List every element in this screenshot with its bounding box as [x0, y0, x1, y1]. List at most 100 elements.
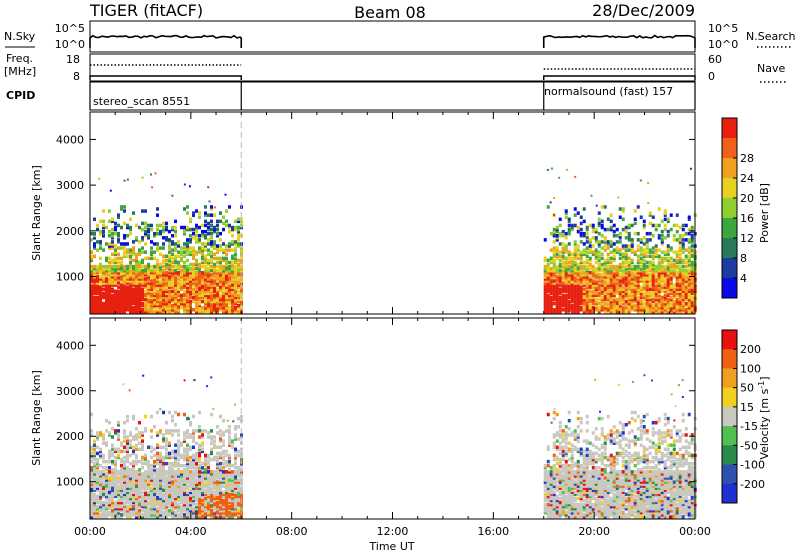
data-cell: [579, 240, 583, 244]
data-cell: [147, 465, 150, 470]
data-cell: [657, 281, 661, 285]
data-cell: [237, 437, 240, 441]
data-cell: [162, 474, 165, 478]
data-cell: [681, 277, 685, 281]
data-cell: [93, 451, 96, 456]
data-cell: [180, 453, 183, 458]
data-cell: [684, 256, 688, 261]
data-cell: [114, 429, 117, 433]
data-cell: [648, 213, 652, 217]
data-cell: [624, 310, 628, 314]
data-cell: [114, 510, 117, 515]
data-cell: [543, 492, 547, 497]
data-cell: [579, 281, 583, 285]
data-cell: [645, 295, 649, 300]
data-cell: [558, 254, 562, 259]
data-cell: [174, 301, 177, 306]
data-cell: [159, 308, 162, 312]
data-cell: [114, 449, 117, 454]
data-cell: [183, 502, 186, 507]
data-cell: [543, 470, 547, 474]
data-cell: [156, 308, 159, 312]
data-cell: [552, 258, 556, 263]
data-cell: [684, 254, 688, 259]
data-cell: [681, 260, 685, 265]
data-cell: [147, 506, 150, 511]
noise-tick-right-low: 10^0: [708, 38, 738, 51]
data-cell: [186, 459, 189, 464]
data-cell: [636, 273, 640, 277]
data-cell: [159, 492, 162, 497]
data-cell: [687, 254, 691, 259]
data-cell: [660, 295, 664, 300]
data-cell: [108, 482, 111, 486]
data-cell: [129, 504, 132, 509]
data-cell: [198, 303, 201, 308]
data-cell: [153, 297, 156, 302]
data-cell: [171, 506, 174, 511]
data-cell: [195, 289, 198, 294]
data-cell: [228, 260, 231, 265]
data-cell: [99, 279, 102, 283]
data-cell: [228, 299, 231, 304]
data-cell: [657, 275, 661, 279]
data-cell: [204, 500, 207, 505]
data-cell: [615, 291, 619, 296]
data-cell: [240, 492, 243, 497]
data-cell: [639, 287, 643, 291]
data-cell: [216, 451, 219, 456]
data-cell: [198, 482, 201, 486]
data-cell: [642, 273, 646, 277]
data-cell: [600, 279, 604, 283]
data-cell: [606, 258, 610, 263]
data-cell: [156, 310, 159, 314]
data-cell: [159, 465, 162, 470]
data-cell: [177, 283, 180, 287]
data-cell: [189, 435, 192, 439]
data-cell: [144, 453, 147, 458]
data-cell: [606, 291, 610, 296]
data-cell: [174, 254, 177, 259]
data-cell: [225, 266, 228, 271]
data-cell: [663, 264, 667, 269]
data-cell: [564, 246, 568, 250]
data-cell: [105, 510, 108, 515]
data-cell: [636, 308, 640, 312]
data-cell: [174, 486, 177, 490]
data-cell: [222, 465, 225, 470]
data-cell: [144, 305, 147, 310]
data-cell: [558, 262, 562, 267]
data-cell: [561, 233, 565, 238]
data-cell: [234, 478, 237, 482]
data-cell: [183, 289, 186, 294]
data-cell: [222, 443, 225, 447]
data-cell: [132, 510, 135, 515]
data-cell: [129, 289, 132, 294]
data-cell: [189, 268, 192, 273]
data-cell: [186, 248, 189, 252]
data-cell: [90, 273, 93, 277]
data-cell: [183, 293, 186, 298]
data-cell: [201, 258, 204, 263]
data-cell: [156, 515, 159, 519]
data-cell: [621, 277, 625, 281]
data-cell: [207, 295, 210, 300]
data-cell: [588, 299, 592, 304]
data-cell: [672, 223, 676, 228]
data-cell: [188, 185, 191, 188]
data-cell: [588, 271, 592, 275]
data-cell: [129, 293, 132, 298]
data-cell: [564, 264, 568, 269]
data-cell: [210, 476, 213, 480]
data-cell: [210, 480, 213, 484]
data-cell: [645, 254, 649, 259]
data-cell: [678, 277, 682, 281]
data-cell: [192, 275, 195, 279]
data-cell: [207, 231, 210, 236]
data-cell: [183, 468, 186, 472]
data-cell: [219, 293, 222, 298]
data-cell: [582, 248, 586, 252]
data-cell: [186, 468, 189, 472]
data-cell: [153, 264, 156, 269]
data-cell: [183, 439, 186, 443]
